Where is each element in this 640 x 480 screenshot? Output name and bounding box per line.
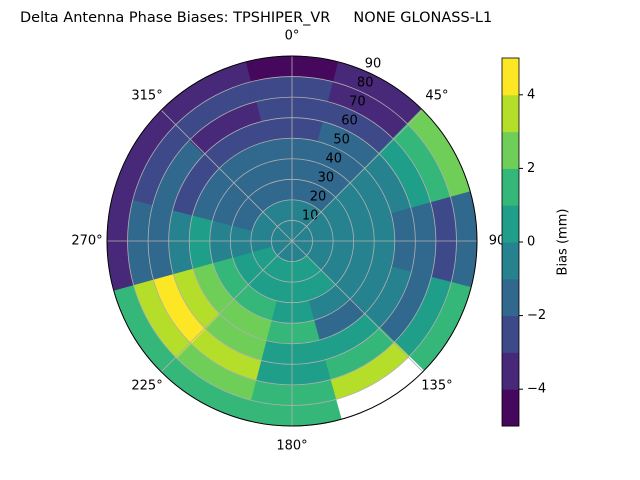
theta-tick-label: 45° [425, 89, 448, 104]
colorbar-band [502, 168, 519, 206]
theta-tick-label: 0° [285, 29, 300, 44]
colorbar-band [502, 242, 519, 280]
theta-tick-label: 270° [71, 234, 102, 249]
colorbar-tick-label: 0 [527, 235, 535, 250]
r-tick-label: 50 [333, 133, 350, 148]
colorbar-band [502, 58, 519, 96]
theta-grid-line [160, 109, 293, 242]
theta-tick-label: 225° [131, 378, 162, 393]
colorbar-band [502, 389, 519, 427]
r-tick-label: 60 [341, 114, 358, 129]
colorbar-tick-label: 4 [527, 87, 535, 102]
colorbar-tick-label: −2 [527, 308, 546, 323]
r-tick-label: 70 [349, 95, 366, 110]
colorbar-band [502, 315, 519, 353]
colorbar-tick-label: 2 [527, 161, 535, 176]
colorbar-band [502, 131, 519, 169]
colorbar-tick-label: −4 [527, 382, 546, 397]
r-tick-label: 10 [302, 209, 319, 224]
colorbar-band [502, 94, 519, 133]
chart-title: Delta Antenna Phase Biases: TPSHIPER_VR … [20, 10, 492, 26]
theta-grid-line [291, 240, 424, 373]
colorbar-band [502, 205, 519, 243]
colorbar-label: Bias (mm) [556, 209, 571, 276]
contour-field [107, 56, 477, 426]
r-tick-label: 80 [357, 76, 374, 91]
theta-grid-line [291, 109, 424, 242]
grid: 10 20 30 40 50 60 70 80 90 0° 45° 90 135° 180° 225° 270… [71, 29, 505, 454]
colorbar: −4 −2 0 2 4 [501, 57, 546, 427]
polar-frame [106, 55, 478, 427]
theta-tick-label: 90 [489, 234, 506, 249]
theta-tick-label: 135° [421, 378, 452, 393]
theta-tick-label: 315° [131, 89, 162, 104]
r-tick-label: 30 [318, 171, 335, 186]
colorbar-band [502, 352, 519, 390]
r-tick-label: 20 [310, 190, 327, 205]
colorbar-band [502, 278, 519, 317]
r-tick-label: 90 [365, 57, 382, 72]
theta-tick-label: 180° [276, 439, 307, 454]
theta-grid-line [160, 240, 293, 373]
r-tick-label: 40 [325, 152, 342, 167]
